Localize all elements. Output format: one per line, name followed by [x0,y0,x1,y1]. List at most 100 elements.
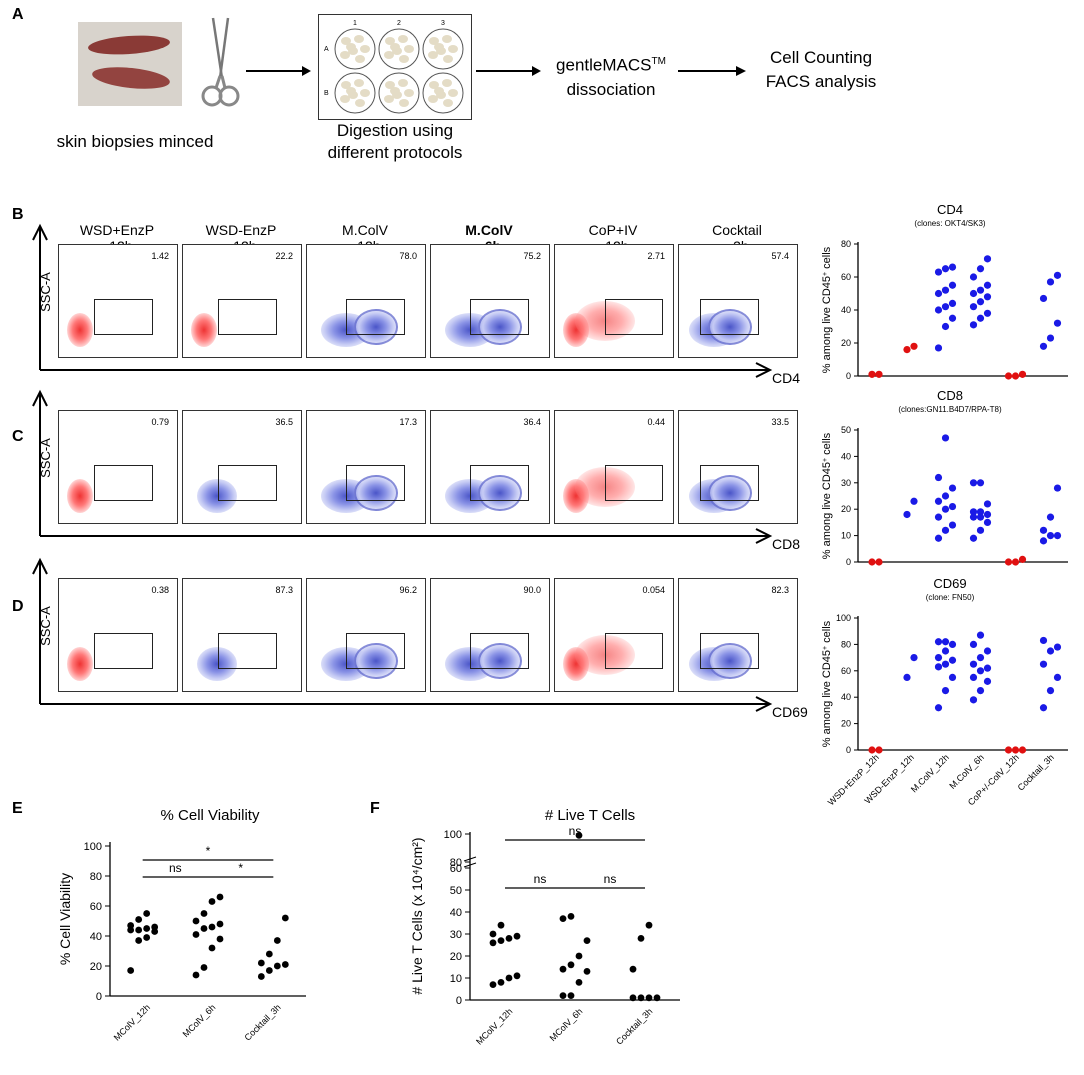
data-point [903,510,911,519]
data-point [948,314,957,322]
data-point [969,534,978,542]
cell-population [67,479,93,513]
data-point [1039,294,1048,303]
cell-population [197,479,237,513]
data-point [983,255,992,263]
data-point [941,526,950,534]
data-point [875,746,883,754]
data-point [941,647,950,655]
data-point [948,281,957,289]
y-axis-label: % among live CD45+ cells [821,620,833,747]
data-point [983,500,992,508]
tissue-piece [442,79,452,87]
data-point [969,696,978,704]
data-point [1046,532,1055,540]
tissue-piece [448,89,458,97]
x-tick-label: MColV_6h [548,1006,585,1043]
gate-rectangle [469,299,529,335]
tissue-piece [390,43,400,51]
data-point [934,268,943,276]
marker-axis-label: CD69 [772,704,808,720]
y-tick-label: 20 [841,338,851,348]
gate-rectangle [469,633,529,669]
data-point [969,660,978,668]
y-tick-label: 30 [450,929,462,941]
data-point [910,342,918,350]
arrow-right-icon [755,528,773,544]
data-point [934,344,943,352]
gate-percentage: 82.3 [771,585,789,595]
data-point [1046,647,1055,655]
facs-plot: 36.4 [430,410,550,524]
facs-axes: SSC-A CD4 [32,223,800,386]
axis-break [463,862,477,868]
gate-rectangle [94,465,154,501]
data-point [208,898,216,905]
tissue-piece [429,37,439,45]
gate-rectangle [94,633,154,669]
plot-title: CD4 [937,202,963,217]
tissue-piece [442,35,452,43]
data-point [969,321,978,329]
data-point [948,640,957,648]
panel-label-c: C [12,428,24,445]
gate-rectangle [345,633,405,669]
data-point [192,971,200,979]
data-point [1053,673,1062,681]
data-point [192,917,200,925]
arrow-up-icon [32,223,48,241]
data-point [143,934,151,941]
cell-population [477,643,522,679]
x-tick-label: Cocktail_3h [242,1002,282,1042]
facs-plot: 0.44 [554,410,674,524]
gate-percentage: 22.2 [275,251,293,261]
tissue-piece [429,81,439,89]
cell-population [708,475,753,511]
data-point [216,935,224,943]
data-point [948,521,957,529]
data-point [200,910,208,917]
data-point [127,922,135,929]
gate-rectangle [700,299,759,335]
gate-percentage: 33.5 [771,417,789,427]
data-point [273,962,281,970]
data-point [559,992,567,999]
gate-percentage: 1.42 [151,251,169,261]
plot-subtitle: (clones: OKT4/SK3) [914,219,985,228]
tissue-piece [428,51,438,59]
data-point [143,925,151,932]
tissue-piece [443,55,453,63]
tissue-piece [354,79,364,87]
data-point [1053,271,1062,279]
tissue-piece [360,89,370,97]
facs-plot: 17.3 [306,410,426,524]
arrow-right-icon [755,362,773,378]
facs-plot: 57.4 [678,244,798,358]
significance-label: * [206,844,211,858]
facs-plot: 1.42 [58,244,178,358]
facs-plot: 96.2 [306,578,426,692]
data-point [1046,513,1055,521]
data-point [910,497,918,505]
tissue-piece [346,87,356,95]
y-tick-label: 0 [456,995,462,1007]
data-point [983,647,992,655]
data-point [1018,746,1027,754]
ssc-axis-label: SSC-A [38,606,53,646]
data-point [1018,370,1027,378]
data-point [976,479,985,487]
data-point [976,526,985,534]
panel-label-e: E [12,800,23,817]
cell-population [191,313,217,347]
y-axis-label: % Cell Viability [57,873,73,965]
data-point [200,964,208,971]
data-point [983,664,992,672]
data-point [200,925,208,932]
gate-percentage: 2.71 [647,251,665,261]
data-point [1018,555,1027,563]
tissue-piece [434,43,444,51]
cell-population [67,647,93,681]
data-point [948,263,957,271]
viability-plot: % Cell Viability 0 20 40 60 80 100 % Cell Viabi… [57,807,306,1043]
data-point [637,994,645,1002]
